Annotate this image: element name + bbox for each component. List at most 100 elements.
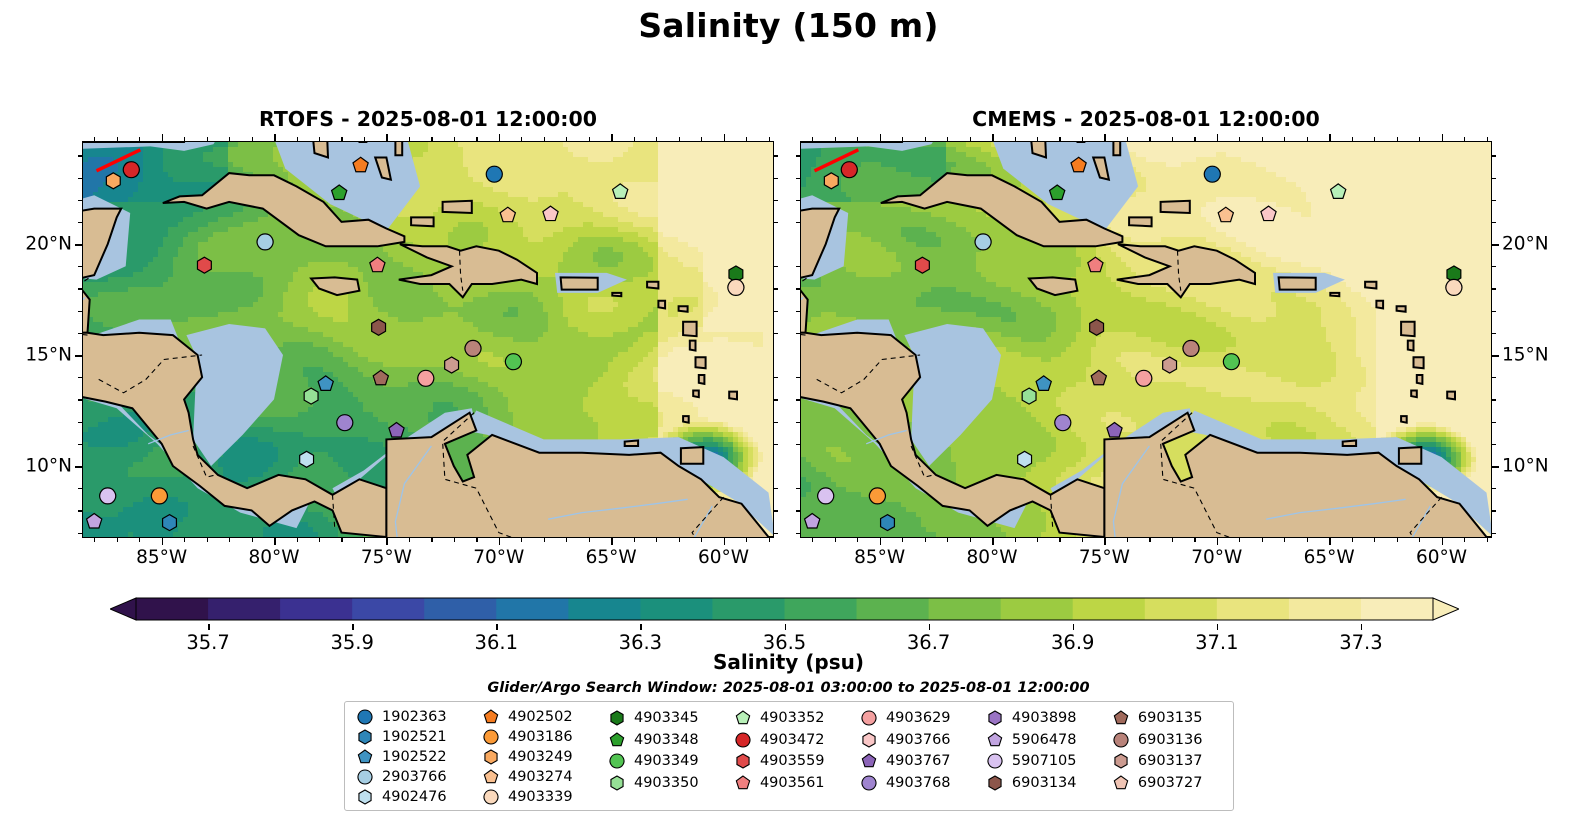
- argo-marker-4903249[interactable]: [823, 172, 839, 190]
- argo-marker-1902363[interactable]: [485, 165, 503, 183]
- argo-marker-2903766[interactable]: [974, 233, 992, 251]
- argo-marker-4903249[interactable]: [105, 172, 121, 190]
- legend-marker-hexagon-icon: [983, 774, 1007, 792]
- legend-marker-hexagon-icon: [605, 709, 629, 727]
- argo-marker-6903134[interactable]: [371, 318, 387, 336]
- y-tick-label: 20°N: [8, 234, 72, 255]
- argo-marker-4902502[interactable]: [352, 156, 369, 173]
- legend-item-5907105[interactable]: 5907105: [983, 751, 1109, 772]
- argo-marker-4903274[interactable]: [499, 206, 517, 223]
- legend-item-6903134[interactable]: 6903134: [983, 773, 1109, 794]
- argo-marker-5907105[interactable]: [817, 487, 835, 505]
- argo-marker-4903629[interactable]: [417, 369, 435, 387]
- argo-marker-4903274[interactable]: [1217, 206, 1235, 223]
- argo-marker-4903767[interactable]: [1106, 421, 1123, 438]
- x-tick-label: 65°W: [1304, 547, 1355, 568]
- argo-marker-4903766[interactable]: [1260, 205, 1277, 222]
- argo-marker-4902476[interactable]: [1017, 450, 1033, 468]
- legend-item-1902522[interactable]: 1902522: [353, 748, 479, 767]
- argo-marker-4903352[interactable]: [611, 183, 629, 199]
- legend-item-6903137[interactable]: 6903137: [1109, 751, 1225, 772]
- argo-marker-4903339[interactable]: [1445, 278, 1463, 296]
- legend-item-4903767[interactable]: 4903767: [857, 751, 983, 772]
- argo-marker-6903136[interactable]: [1182, 339, 1200, 357]
- map-canvas-cmems[interactable]: [800, 141, 1492, 538]
- argo-marker-6903135[interactable]: [1090, 369, 1108, 386]
- colorbar-tick-label: 37.3: [1339, 631, 1382, 654]
- figure-title: Salinity (150 m): [0, 6, 1577, 45]
- argo-marker-6903136[interactable]: [464, 339, 482, 357]
- argo-marker-4903349[interactable]: [504, 353, 522, 371]
- argo-marker-4903350[interactable]: [303, 387, 319, 405]
- argo-marker-4903339[interactable]: [727, 278, 745, 296]
- legend-item-4903898[interactable]: 4903898: [983, 708, 1109, 729]
- legend-item-4903472[interactable]: 4903472: [731, 730, 857, 751]
- x-tick-top: [879, 134, 882, 141]
- argo-marker-4903768[interactable]: [1054, 414, 1072, 432]
- argo-marker-4903349[interactable]: [1222, 353, 1240, 371]
- argo-marker-4903186[interactable]: [868, 487, 886, 505]
- y-tick-minor: [78, 332, 82, 335]
- argo-marker-4903472[interactable]: [840, 161, 858, 179]
- legend-item-6903727[interactable]: 6903727: [1109, 773, 1225, 794]
- legend-item-6903136[interactable]: 6903136: [1109, 730, 1225, 751]
- argo-marker-4902502[interactable]: [1070, 156, 1087, 173]
- argo-marker-4903348[interactable]: [1048, 184, 1066, 201]
- legend-item-4903345[interactable]: 4903345: [605, 708, 731, 729]
- x-tick-minor: [206, 137, 208, 141]
- argo-marker-4902476[interactable]: [299, 450, 315, 468]
- argo-marker-5906478[interactable]: [85, 512, 103, 529]
- x-tick-minor: [1419, 137, 1421, 141]
- legend-item-4903629[interactable]: 4903629: [857, 708, 983, 729]
- legend-item-5906478[interactable]: 5906478: [983, 730, 1109, 751]
- legend-item-4903274[interactable]: 4903274: [479, 767, 605, 786]
- argo-marker-6903134[interactable]: [1089, 318, 1105, 336]
- legend-item-6903135[interactable]: 6903135: [1109, 708, 1225, 729]
- argo-marker-4903767[interactable]: [388, 421, 405, 438]
- argo-marker-4903350[interactable]: [1021, 387, 1037, 405]
- argo-marker-4903559[interactable]: [196, 256, 212, 274]
- legend-item-4903186[interactable]: 4903186: [479, 728, 605, 747]
- map-canvas-rtofs[interactable]: [82, 141, 774, 538]
- legend-item-4902502[interactable]: 4902502: [479, 708, 605, 727]
- colorbar[interactable]: [108, 595, 1461, 625]
- legend-item-4903350[interactable]: 4903350: [605, 773, 731, 794]
- argo-marker-4903348[interactable]: [330, 184, 348, 201]
- argo-marker-4903561[interactable]: [369, 256, 386, 273]
- argo-marker-4903472[interactable]: [122, 161, 140, 179]
- legend-item-4903339[interactable]: 4903339: [479, 787, 605, 806]
- argo-marker-6903135[interactable]: [372, 369, 390, 386]
- x-tick-minor: [566, 137, 568, 141]
- legend-item-4902476[interactable]: 4902476: [353, 787, 479, 806]
- argo-marker-1902522[interactable]: [317, 375, 335, 391]
- argo-marker-5907105[interactable]: [99, 487, 117, 505]
- argo-marker-1902521[interactable]: [161, 513, 178, 532]
- argo-marker-4903559[interactable]: [914, 256, 930, 274]
- argo-marker-4903629[interactable]: [1135, 369, 1153, 387]
- legend-item-4903348[interactable]: 4903348: [605, 730, 731, 751]
- argo-marker-2903766[interactable]: [256, 233, 274, 251]
- x-tick-minor: [1396, 538, 1398, 542]
- legend-item-4903559[interactable]: 4903559: [731, 751, 857, 772]
- legend-label: 6903727: [1138, 775, 1203, 791]
- argo-marker-1902522[interactable]: [1035, 375, 1053, 391]
- legend-item-4903249[interactable]: 4903249: [479, 748, 605, 767]
- legend-item-4903768[interactable]: 4903768: [857, 773, 983, 794]
- argo-marker-4903768[interactable]: [336, 414, 354, 432]
- legend-item-4903561[interactable]: 4903561: [731, 773, 857, 794]
- argo-marker-4903186[interactable]: [150, 487, 168, 505]
- legend-item-4903349[interactable]: 4903349: [605, 751, 731, 772]
- legend-item-2903766[interactable]: 2903766: [353, 767, 479, 786]
- argo-marker-5906478[interactable]: [803, 512, 821, 529]
- argo-marker-4903352[interactable]: [1329, 183, 1347, 199]
- legend-item-4903766[interactable]: 4903766: [857, 730, 983, 751]
- legend-item-4903352[interactable]: 4903352: [731, 708, 857, 729]
- legend-item-1902363[interactable]: 1902363: [353, 708, 479, 727]
- legend-item-1902521[interactable]: 1902521: [353, 728, 479, 747]
- argo-marker-1902521[interactable]: [879, 513, 896, 532]
- argo-marker-4903561[interactable]: [1087, 256, 1104, 273]
- argo-marker-1902363[interactable]: [1203, 165, 1221, 183]
- argo-marker-6903137[interactable]: [444, 356, 460, 374]
- argo-marker-4903766[interactable]: [542, 205, 559, 222]
- argo-marker-6903137[interactable]: [1162, 356, 1178, 374]
